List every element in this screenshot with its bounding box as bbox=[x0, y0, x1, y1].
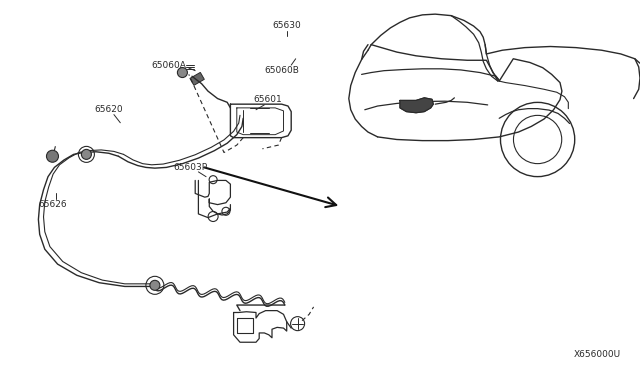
Text: 65060A: 65060A bbox=[151, 61, 186, 70]
Text: 65620: 65620 bbox=[95, 105, 123, 114]
Text: X656000U: X656000U bbox=[573, 350, 621, 359]
Bar bbox=[190, 73, 204, 85]
Text: 65601: 65601 bbox=[253, 95, 282, 104]
Polygon shape bbox=[400, 98, 433, 113]
Text: 65603P: 65603P bbox=[173, 163, 208, 172]
Circle shape bbox=[150, 280, 160, 290]
Text: 65626: 65626 bbox=[38, 200, 67, 209]
Circle shape bbox=[47, 150, 58, 162]
Circle shape bbox=[177, 68, 188, 77]
Text: 65630: 65630 bbox=[273, 21, 301, 30]
Text: 65060B: 65060B bbox=[264, 66, 299, 75]
Circle shape bbox=[81, 150, 92, 159]
